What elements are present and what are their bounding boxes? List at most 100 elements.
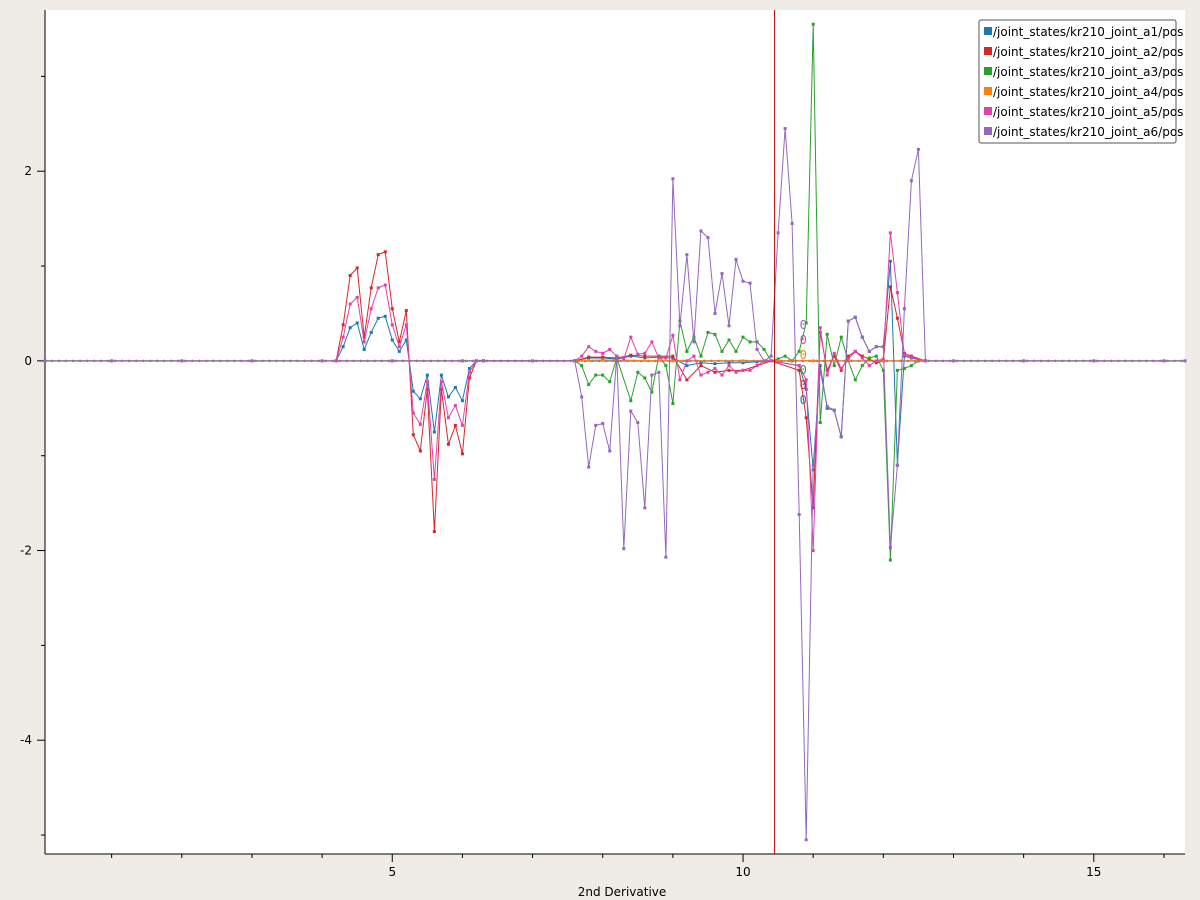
data-point xyxy=(818,368,822,372)
x-tick-label: 10 xyxy=(735,865,750,879)
y-tick-label: -4 xyxy=(20,733,32,747)
data-point xyxy=(832,364,836,368)
data-point xyxy=(650,373,654,377)
data-point xyxy=(846,319,850,323)
data-point xyxy=(895,291,899,295)
data-point xyxy=(853,378,857,382)
data-point xyxy=(685,349,689,353)
data-point xyxy=(734,349,738,353)
data-point xyxy=(348,274,352,278)
data-point xyxy=(797,364,801,368)
data-point xyxy=(587,383,591,387)
data-point xyxy=(43,359,47,363)
data-point xyxy=(720,272,724,276)
data-point xyxy=(888,231,892,235)
data-point xyxy=(874,354,878,358)
data-point xyxy=(587,345,591,349)
data-point xyxy=(923,359,927,363)
data-point xyxy=(601,355,605,359)
data-point xyxy=(811,359,815,363)
data-point xyxy=(390,338,394,342)
data-point xyxy=(881,368,885,372)
x-tick-label: 15 xyxy=(1086,865,1101,879)
data-point xyxy=(811,506,815,510)
data-point xyxy=(432,530,436,534)
data-point xyxy=(404,338,408,342)
data-point xyxy=(594,373,598,377)
data-point xyxy=(832,351,836,355)
data-point xyxy=(671,359,675,363)
cursor-value: 0 xyxy=(800,363,807,377)
y-tick-label: 2 xyxy=(24,164,32,178)
legend-swatch xyxy=(984,47,992,55)
data-point xyxy=(643,376,647,380)
data-point xyxy=(755,347,759,351)
legend-entry[interactable]: /joint_states/kr210_joint_a5/pos xyxy=(993,105,1183,119)
legend-entry[interactable]: /joint_states/kr210_joint_a3/pos xyxy=(993,65,1183,79)
data-point xyxy=(467,370,471,374)
data-point xyxy=(727,324,731,328)
legend[interactable]: /joint_states/kr210_joint_a1/pos/joint_s… xyxy=(978,19,1183,144)
series-6 xyxy=(43,127,1187,842)
data-point xyxy=(320,359,324,363)
data-point xyxy=(916,147,920,151)
data-point xyxy=(720,349,724,353)
data-point xyxy=(699,373,703,377)
data-point xyxy=(594,349,598,353)
data-point xyxy=(397,345,401,349)
data-point xyxy=(699,229,703,233)
legend-entry[interactable]: /joint_states/kr210_joint_a6/pos xyxy=(993,125,1183,139)
data-point xyxy=(643,506,647,510)
data-point xyxy=(713,332,717,336)
data-point xyxy=(580,395,584,399)
data-point xyxy=(573,359,577,363)
data-point xyxy=(762,359,766,363)
data-point xyxy=(888,285,892,289)
data-point xyxy=(727,364,731,368)
plot-area[interactable] xyxy=(45,10,1185,854)
data-point xyxy=(657,370,661,374)
data-point xyxy=(411,433,415,437)
y-tick-label: 0 xyxy=(24,354,32,368)
data-point xyxy=(909,364,913,368)
data-point xyxy=(664,364,668,368)
data-point xyxy=(776,231,780,235)
data-point xyxy=(411,389,415,393)
data-point xyxy=(706,330,710,334)
data-point xyxy=(881,345,885,349)
data-point xyxy=(643,354,647,358)
data-point xyxy=(755,364,759,368)
data-point xyxy=(811,22,815,26)
data-point xyxy=(460,399,464,403)
data-point xyxy=(397,340,401,344)
series-layer xyxy=(43,22,1187,842)
legend-entry[interactable]: /joint_states/kr210_joint_a4/pos xyxy=(993,85,1183,99)
data-point xyxy=(727,368,731,372)
data-point xyxy=(369,307,373,311)
data-point xyxy=(467,366,471,370)
data-point xyxy=(853,315,857,319)
data-point xyxy=(741,359,745,363)
data-point xyxy=(460,359,464,363)
data-point xyxy=(425,380,429,384)
data-point xyxy=(832,354,836,358)
cursor-value: 0 xyxy=(800,348,807,362)
data-point xyxy=(713,370,717,374)
data-point xyxy=(790,221,794,225)
data-point xyxy=(608,380,612,384)
data-point xyxy=(839,435,843,439)
data-point xyxy=(678,324,682,328)
data-point xyxy=(629,399,633,403)
data-point xyxy=(397,349,401,353)
data-point xyxy=(839,335,843,339)
cursor-value: 0 xyxy=(800,318,807,332)
legend-entry[interactable]: /joint_states/kr210_joint_a2/pos xyxy=(993,45,1183,59)
data-point xyxy=(769,354,773,358)
data-point xyxy=(804,416,808,420)
data-point xyxy=(797,513,801,517)
legend-swatch xyxy=(984,127,992,135)
data-point xyxy=(867,349,871,353)
data-point xyxy=(341,345,345,349)
legend-entry[interactable]: /joint_states/kr210_joint_a1/pos xyxy=(993,25,1183,39)
